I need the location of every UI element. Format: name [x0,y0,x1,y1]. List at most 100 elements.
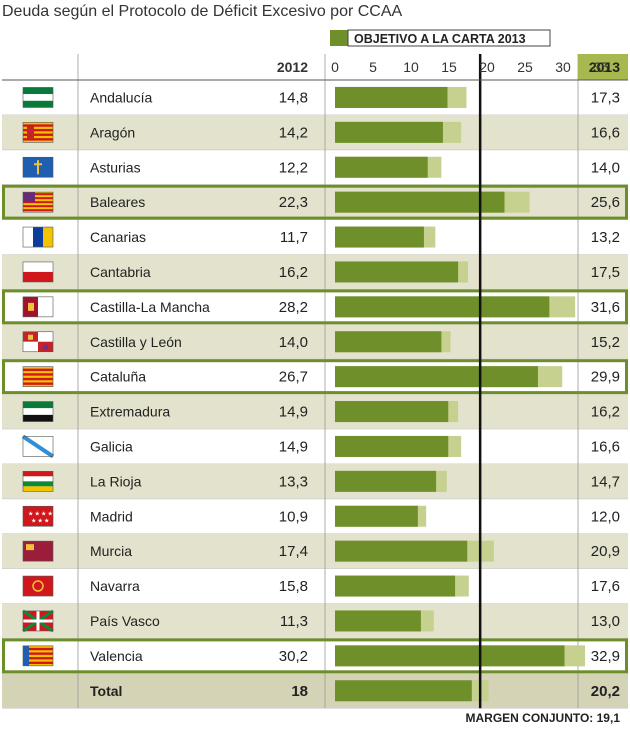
value-2013-label: 13,2 [591,229,620,246]
value-2012-label: 26,7 [279,369,308,386]
bar-2012 [335,86,448,108]
bar-2012 [335,505,418,527]
svg-text:★: ★ [38,517,43,524]
cantabria-flag-icon [22,261,54,283]
bar-2012 [335,540,468,562]
row-band [2,533,628,569]
region-name: La Rioja [90,473,142,489]
row-band [2,603,628,639]
bar-2012 [335,261,459,283]
bar-2012 [335,435,449,457]
highlight-border [2,359,628,395]
legend-label: OBJETIVO A LA CARTA 2013 [354,32,526,46]
castilla-y-leon-flag-icon [22,331,54,353]
bar-2012 [335,331,442,353]
value-2013-label: 17,6 [591,578,620,595]
legend-box [347,29,551,47]
svg-text:★: ★ [35,510,40,517]
value-2012-label: 30,2 [279,648,308,665]
bar-2012 [335,296,550,318]
region-name: Castilla-La Mancha [90,299,210,315]
chart-title: Deuda según el Protocolo de Déficit Exce… [2,3,403,20]
x-tick-label: 0 [331,59,339,75]
value-2013-label: 16,6 [591,438,620,455]
x-tick-label: 10 [403,59,419,75]
total-band [2,673,628,709]
value-2012-label: 22,3 [279,194,308,211]
baleares-flag-icon [22,191,54,213]
row-band [2,324,628,360]
region-name: Navarra [90,578,140,594]
region-name: País Vasco [90,613,160,629]
svg-text:★: ★ [41,510,46,517]
region-name: Murcia [90,543,132,559]
bar-2012 [335,645,565,667]
x-tick-label: 20 [479,59,495,75]
region-name: Andalucía [90,89,152,105]
bar-2012 [335,121,443,143]
value-2012-label: 16,2 [279,264,308,281]
value-2013-label: 12,0 [591,508,620,525]
x-tick-label: 35 [593,59,609,75]
pais-vasco-flag-icon [22,609,54,633]
x-tick-label: 15 [441,59,457,75]
value-2013-label: 17,5 [591,264,620,281]
asturias-flag-icon [22,156,54,178]
region-name: Baleares [90,194,145,210]
col-2013-header: 2013 [589,59,620,75]
bar-2012 [335,366,538,388]
canarias-flag-icon [22,226,54,248]
value-2013-label: 25,6 [591,194,620,211]
value-2012-label: 14,9 [279,438,308,455]
row-band [2,394,628,429]
region-name: Madrid [90,508,133,524]
value-2012-label: 14,0 [279,334,308,351]
svg-text:★: ★ [31,517,36,524]
aragon-flag-icon [22,122,54,143]
value-2012-label: 12,2 [279,159,308,176]
row-band [2,463,628,499]
region-name: Aragón [90,124,135,140]
region-name: Asturias [90,159,141,175]
navarra-flag-icon [22,575,54,597]
value-2013-label: 15,2 [591,334,620,351]
svg-text:★: ★ [28,510,33,517]
bar-2012 [335,401,449,423]
bar-2012 [335,226,424,248]
region-name: Cataluña [90,369,146,385]
value-2012-label: 10,9 [279,508,308,525]
value-2012-label: 11,3 [280,613,308,630]
value-2012-label: 28,2 [279,299,308,316]
value-2013-label: 13,0 [591,613,620,630]
footer-note: MARGEN CONJUNTO: 19,1 [466,711,621,725]
value-2012-label: 14,9 [279,404,308,421]
total-label: Total [90,683,122,699]
col-2012-header: 2012 [277,59,308,75]
x-tick-label: 30 [555,59,571,75]
bar-2012 [335,610,421,632]
region-name: Galicia [90,438,133,454]
murcia-flag-icon [22,540,54,562]
region-name: Cantabria [90,264,151,280]
madrid-flag-icon: ★ ★ ★ ★★ ★ ★ [22,505,54,527]
svg-text:★: ★ [48,510,53,517]
valencia-flag-icon [22,645,54,667]
col-2013-header-bg [578,54,628,80]
value-2012-label: 14,2 [279,124,308,141]
bar-2012 [335,156,428,178]
svg-text:★: ★ [44,517,49,524]
x-tick-label: 25 [517,59,533,75]
value-2013-label: 17,3 [591,89,620,106]
value-2013-label: 20,9 [591,543,620,560]
value-2012-label: 14,8 [279,89,308,106]
galicia-flag-icon [21,434,55,459]
value-2013-label: 16,6 [591,124,620,141]
value-2013-label: 14,0 [591,159,620,176]
extremadura-flag-icon [22,401,54,422]
region-name: Castilla y León [90,334,182,350]
bar-2012 [335,680,472,702]
value-2012-label: 18 [291,683,308,700]
bar-2012 [335,575,456,597]
